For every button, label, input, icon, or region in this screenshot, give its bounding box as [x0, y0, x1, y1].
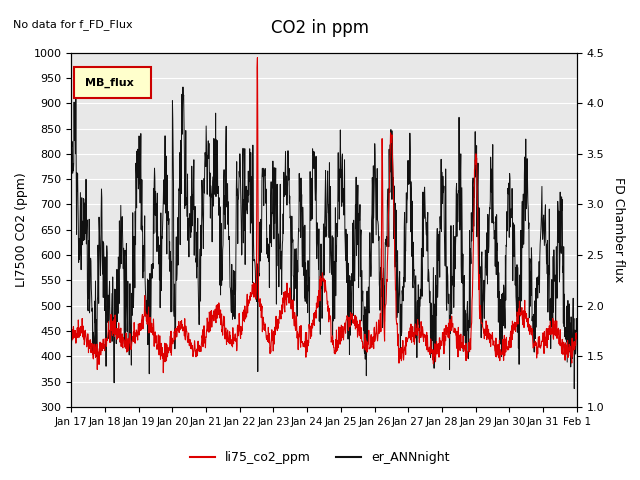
- Text: No data for f_FD_Flux: No data for f_FD_Flux: [13, 19, 132, 30]
- Legend: li75_co2_ppm, er_ANNnight: li75_co2_ppm, er_ANNnight: [186, 446, 454, 469]
- Y-axis label: FD Chamber flux: FD Chamber flux: [612, 177, 625, 282]
- Text: CO2 in ppm: CO2 in ppm: [271, 19, 369, 37]
- Text: MB_flux: MB_flux: [85, 78, 134, 88]
- Y-axis label: LI7500 CO2 (ppm): LI7500 CO2 (ppm): [15, 172, 28, 287]
